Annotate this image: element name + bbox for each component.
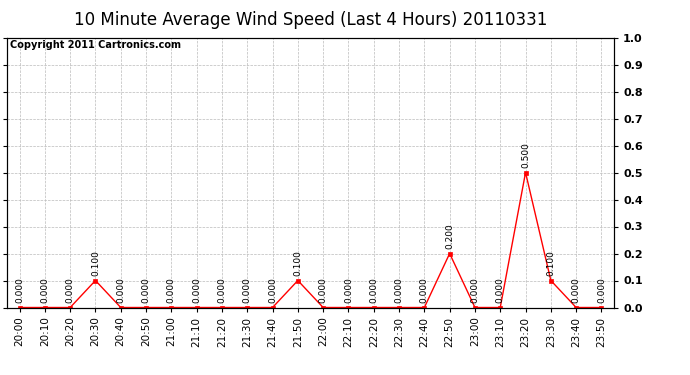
Text: 0.000: 0.000 (243, 278, 252, 303)
Text: 0.000: 0.000 (495, 278, 505, 303)
Text: 0.000: 0.000 (217, 278, 226, 303)
Text: 0.000: 0.000 (319, 278, 328, 303)
Text: 0.000: 0.000 (192, 278, 201, 303)
Text: 0.000: 0.000 (369, 278, 378, 303)
Text: 0.100: 0.100 (91, 251, 100, 276)
Text: 0.100: 0.100 (293, 251, 302, 276)
Text: 0.000: 0.000 (344, 278, 353, 303)
Text: 0.000: 0.000 (395, 278, 404, 303)
Text: 0.000: 0.000 (420, 278, 429, 303)
Text: 10 Minute Average Wind Speed (Last 4 Hours) 20110331: 10 Minute Average Wind Speed (Last 4 Hou… (74, 11, 547, 29)
Text: Copyright 2011 Cartronics.com: Copyright 2011 Cartronics.com (10, 40, 181, 50)
Text: 0.200: 0.200 (445, 224, 454, 249)
Text: 0.000: 0.000 (116, 278, 126, 303)
Text: 0.000: 0.000 (571, 278, 581, 303)
Text: 0.500: 0.500 (521, 142, 530, 168)
Text: 0.000: 0.000 (471, 278, 480, 303)
Text: 0.000: 0.000 (597, 278, 606, 303)
Text: 0.000: 0.000 (15, 278, 24, 303)
Text: 0.100: 0.100 (546, 251, 555, 276)
Text: 0.000: 0.000 (40, 278, 50, 303)
Text: 0.000: 0.000 (66, 278, 75, 303)
Text: 0.000: 0.000 (167, 278, 176, 303)
Text: 0.000: 0.000 (268, 278, 277, 303)
Text: 0.000: 0.000 (141, 278, 150, 303)
